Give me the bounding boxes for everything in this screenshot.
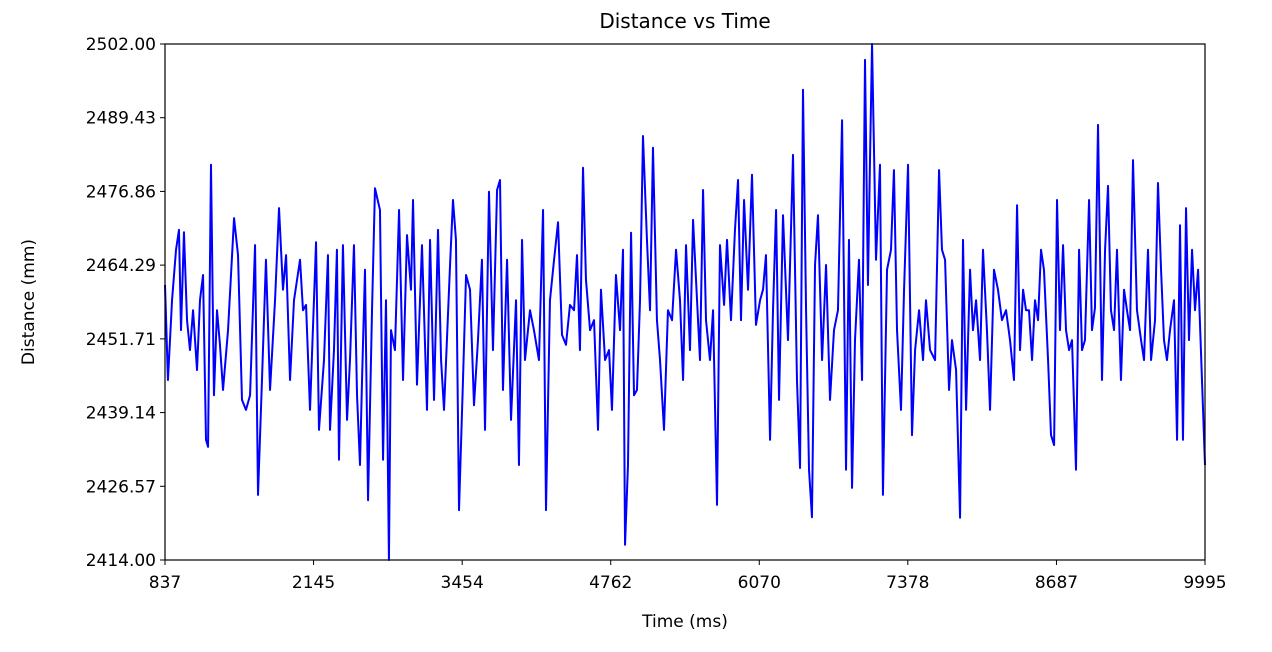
y-tick-label: 2502.00 [86,35,156,55]
x-tick-label: 2145 [292,573,335,593]
x-tick-label: 3454 [441,573,484,593]
x-axis-label: Time (ms) [641,612,728,632]
chart-title: Distance vs Time [599,9,770,33]
y-tick-label: 2476.86 [86,182,156,202]
x-tick-label: 9995 [1183,573,1226,593]
y-tick-label: 2439.14 [86,404,156,424]
x-tick-label: 8687 [1035,573,1078,593]
y-tick-label: 2414.00 [86,551,156,571]
y-tick-label: 2489.43 [86,109,156,129]
data-line [164,43,1206,561]
x-tick-label: 7378 [886,573,929,593]
x-tick-label: 4762 [589,573,632,593]
y-tick-label: 2451.71 [86,330,156,350]
y-axis-label: Distance (mm) [19,239,39,365]
x-tick-label: 837 [149,573,181,593]
x-tick-label: 6070 [738,573,781,593]
plot-frame [164,43,1206,561]
y-tick-label: 2426.57 [86,477,156,497]
y-tick-label: 2464.29 [86,256,156,276]
